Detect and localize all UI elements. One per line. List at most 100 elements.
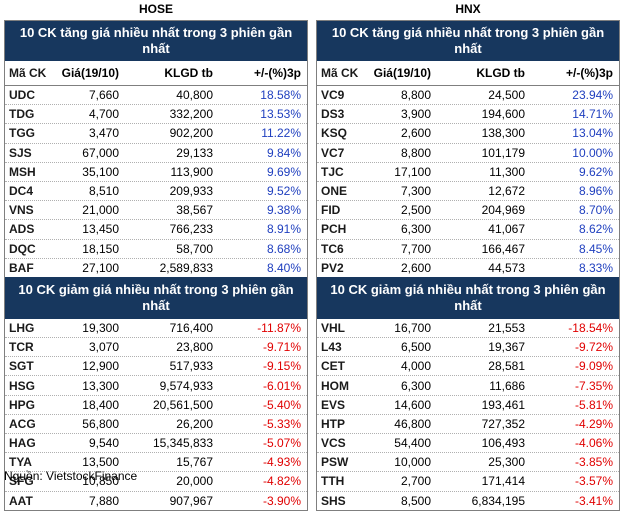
hnx-up-column-header: Mã CK Giá(19/10) KLGD tb +/-(%)3p: [317, 61, 619, 86]
price: 54,400: [394, 436, 431, 451]
price: 8,800: [400, 145, 431, 160]
avg-volume: 101,179: [481, 145, 525, 160]
price: 21,000: [82, 203, 119, 218]
avg-volume: 517,933: [169, 359, 213, 374]
table-row: VC7 8,800 101,179 10.00%: [317, 144, 619, 163]
hnx-down-header: 10 CK giảm giá nhiều nhất trong 3 phiên …: [317, 276, 619, 319]
avg-volume: 166,467: [481, 241, 525, 256]
col-price: Giá(19/10): [61, 66, 119, 80]
table-row: ONE 7,300 12,672 8.96%: [317, 182, 619, 202]
table-row: VC9 8,800 24,500 23.94%: [317, 86, 619, 106]
price: 13,450: [82, 222, 119, 237]
price: 2,600: [400, 126, 431, 141]
hose-down-header: 10 CK giảm giá nhiều nhất trong 3 phiên …: [5, 276, 307, 319]
price: 67,000: [82, 145, 119, 160]
price: 14,600: [394, 397, 431, 412]
pct-change: 14.71%: [572, 107, 613, 122]
table-row: TJC 17,100 11,300 9.62%: [317, 163, 619, 182]
table-row: HAG 9,540 15,345,833 -5.07%: [5, 434, 307, 454]
stock-code: TC6: [321, 241, 344, 256]
avg-volume: 106,493: [481, 436, 525, 451]
price: 3,070: [88, 340, 119, 355]
stock-code: PSW: [321, 455, 349, 470]
pct-change: -9.09%: [574, 359, 613, 374]
stock-code: TJC: [321, 164, 344, 179]
price: 27,100: [82, 260, 119, 275]
pct-change: 9.52%: [266, 184, 301, 199]
price: 2,500: [400, 203, 431, 218]
stock-code: VC9: [321, 88, 345, 103]
stock-code: HTP: [321, 416, 345, 431]
pct-change: -5.81%: [574, 397, 613, 412]
stock-code: VHL: [321, 320, 345, 335]
price: 7,300: [400, 184, 431, 199]
table-row: SJS 67,000 29,133 9.84%: [5, 144, 307, 163]
pct-change: 18.58%: [260, 88, 301, 103]
price: 13,500: [82, 455, 119, 470]
pct-change: 8.68%: [266, 241, 301, 256]
price: 3,470: [88, 126, 119, 141]
table-row: FID 2,500 204,969 8.70%: [317, 201, 619, 221]
price: 46,800: [394, 416, 431, 431]
stock-code: AAT: [9, 493, 33, 508]
stock-code: SFG: [9, 474, 34, 489]
pct-change: 8.91%: [266, 222, 301, 237]
stock-code: HSG: [9, 378, 36, 393]
hose-up-header: 10 CK tăng giá nhiều nhất trong 3 phiên …: [5, 21, 307, 61]
stock-code: DS3: [321, 107, 345, 122]
stock-code: LHG: [9, 320, 35, 335]
avg-volume: 209,933: [169, 184, 213, 199]
stock-code: DQC: [9, 241, 36, 256]
price: 2,700: [400, 474, 431, 489]
avg-volume: 902,200: [169, 126, 213, 141]
hose-up-rows: UDC 7,660 40,800 18.58% TDG 4,700 332,200 13.53…: [5, 86, 307, 277]
avg-volume: 138,300: [481, 126, 525, 141]
source-note: Nguồn: VietstockFinance: [4, 469, 138, 483]
pct-change: 13.04%: [572, 126, 613, 141]
table-row: ACG 56,800 26,200 -5.33%: [5, 415, 307, 434]
price: 6,300: [400, 222, 431, 237]
hnx-up-rows: VC9 8,800 24,500 23.94% DS3 3,900 194,600 14.71…: [317, 86, 619, 277]
pct-change: -7.35%: [574, 378, 613, 393]
avg-volume: 11,300: [489, 164, 525, 179]
pct-change: -4.06%: [574, 436, 613, 451]
avg-volume: 11,686: [489, 378, 525, 393]
stock-code: TTH: [321, 474, 345, 489]
stock-code: TCR: [9, 340, 34, 355]
stock-code: SHS: [321, 493, 346, 508]
price: 2,600: [400, 260, 431, 275]
price: 10,850: [82, 474, 119, 489]
stock-code: KSQ: [321, 126, 348, 141]
avg-volume: 19,367: [488, 340, 525, 355]
price: 13,300: [82, 378, 119, 393]
pct-change: -5.40%: [262, 397, 301, 412]
avg-volume: 12,672: [488, 184, 525, 199]
price: 8,510: [88, 184, 119, 199]
price: 56,800: [82, 416, 119, 431]
table-row: ADS 13,450 766,233 8.91%: [5, 220, 307, 240]
avg-volume: 194,600: [481, 107, 525, 122]
table-row: AAT 7,880 907,967 -3.90%: [5, 492, 307, 510]
stock-code: HOM: [321, 378, 349, 393]
avg-volume: 20,561,500: [152, 397, 213, 412]
avg-volume: 727,352: [481, 416, 525, 431]
pct-change: 8.40%: [266, 260, 301, 275]
pct-change: -5.33%: [262, 416, 301, 431]
avg-volume: 907,967: [169, 493, 213, 508]
stock-code: TYA: [9, 455, 32, 470]
pct-change: 8.96%: [578, 184, 613, 199]
avg-volume: 193,461: [481, 397, 525, 412]
price: 12,900: [82, 359, 119, 374]
avg-volume: 26,200: [176, 416, 213, 431]
pct-change: -9.72%: [574, 340, 613, 355]
pct-change: 23.94%: [572, 88, 613, 103]
price: 35,100: [82, 164, 119, 179]
avg-volume: 23,800: [176, 340, 213, 355]
pct-change: -9.15%: [262, 359, 301, 374]
table-row: TC6 7,700 166,467 8.45%: [317, 240, 619, 259]
pct-change: -3.90%: [262, 493, 301, 508]
table-row: TGG 3,470 902,200 11.22%: [5, 124, 307, 144]
price: 18,400: [82, 397, 119, 412]
price: 16,700: [394, 320, 431, 335]
table-row: VCS 54,400 106,493 -4.06%: [317, 434, 619, 454]
